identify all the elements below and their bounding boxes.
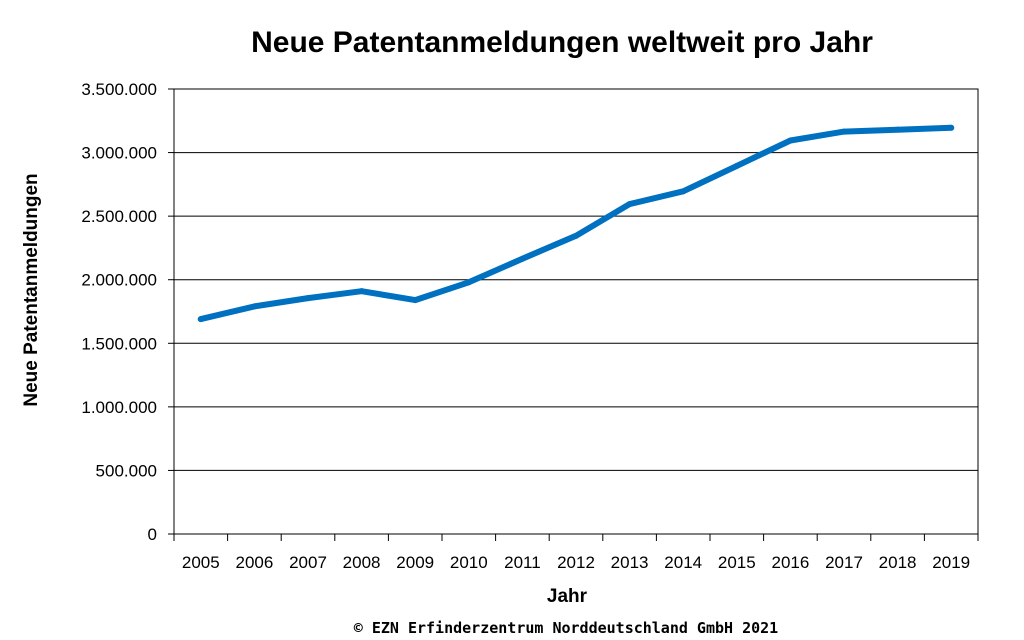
data-point (626, 201, 633, 208)
data-point (197, 316, 204, 323)
data-point (305, 295, 311, 302)
data-point (573, 232, 579, 239)
y-tick-label: 0 (148, 525, 157, 544)
data-point (412, 297, 419, 304)
x-tick-label: 2013 (611, 553, 649, 572)
y-tick-label: 1.500.000 (81, 334, 157, 353)
data-point (948, 124, 955, 131)
x-tick-label: 2007 (289, 553, 327, 572)
data-point (841, 128, 847, 135)
y-tick-label: 3.500.000 (81, 80, 157, 99)
x-axis-ticks: 2005 2006 2007 2008 2009 2010 2011 2012 2013 2014… (173, 534, 979, 572)
x-tick-label: 2006 (235, 553, 273, 572)
data-point (251, 303, 258, 310)
data-point (733, 162, 740, 169)
x-tick-label: 2017 (825, 553, 863, 572)
x-tick-label: 2015 (718, 553, 756, 572)
x-tick-label: 2014 (664, 553, 702, 572)
y-tick-label: 3.000.000 (81, 144, 157, 163)
y-tick-label: 1.000.000 (81, 398, 157, 417)
y-axis-label: Neue Patentanmeldungen (21, 173, 42, 406)
y-tick-label: 2.500.000 (81, 207, 157, 226)
series-layer (197, 124, 955, 323)
gridlines (174, 88, 978, 535)
x-tick-label: 2008 (343, 553, 381, 572)
x-tick-label: 2011 (504, 553, 541, 572)
data-point (894, 126, 901, 133)
copyright-notice: © EZN Erfinderzentrum Norddeutschland Gm… (354, 619, 778, 637)
y-tick-label: 500.000 (96, 461, 157, 480)
y-axis-ticks: 0 500.000 1.000.000 1.500.000 2.000.000 2.500… (81, 80, 174, 544)
x-tick-label: 2005 (182, 553, 220, 572)
x-tick-label: 2009 (396, 553, 434, 572)
series-line (197, 124, 955, 323)
data-point (787, 137, 794, 144)
data-point (519, 255, 526, 262)
data-point (680, 188, 687, 195)
x-tick-label: 2018 (879, 553, 917, 572)
x-tick-label: 2016 (771, 553, 809, 572)
x-axis-label: Jahr (547, 586, 588, 607)
y-tick-label: 2.000.000 (81, 271, 157, 290)
x-tick-label: 2012 (557, 553, 595, 572)
chart-title: Neue Patentanmeldungen weltweit pro Jahr (251, 26, 873, 59)
data-point (465, 279, 472, 286)
plot-area-border (173, 88, 979, 535)
x-tick-label: 2019 (932, 553, 970, 572)
x-tick-label: 2010 (450, 553, 488, 572)
data-point (358, 288, 365, 295)
